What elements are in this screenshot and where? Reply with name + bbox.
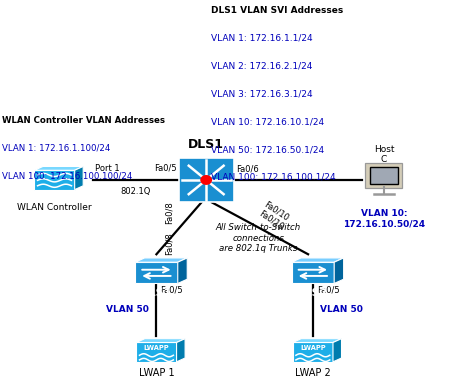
Text: Fa0/10: Fa0/10 xyxy=(263,199,291,223)
Polygon shape xyxy=(75,166,83,190)
Text: Fa0/5: Fa0/5 xyxy=(317,286,339,295)
Text: VLAN 100: 172.16.100.1/24: VLAN 100: 172.16.100.1/24 xyxy=(211,173,336,182)
Text: VLAN 100: 172.16.100.100/24: VLAN 100: 172.16.100.100/24 xyxy=(2,172,133,181)
Text: Port 1: Port 1 xyxy=(95,164,119,173)
Polygon shape xyxy=(333,339,341,362)
Text: Fa0/5: Fa0/5 xyxy=(154,164,177,173)
Text: Fa0/10: Fa0/10 xyxy=(258,209,286,232)
Text: Fa0/6: Fa0/6 xyxy=(236,165,259,174)
Polygon shape xyxy=(178,258,187,283)
Polygon shape xyxy=(292,258,344,262)
Text: VLAN 1: 172.16.1.1/24: VLAN 1: 172.16.1.1/24 xyxy=(211,34,312,43)
Text: LWAP 2: LWAP 2 xyxy=(295,368,331,378)
Text: VLAN 1: 172.16.1.100/24: VLAN 1: 172.16.1.100/24 xyxy=(2,144,111,153)
Polygon shape xyxy=(34,170,75,190)
Text: Host
C: Host C xyxy=(374,145,394,164)
Polygon shape xyxy=(179,158,234,202)
Text: DLS1: DLS1 xyxy=(188,138,224,151)
Text: All Switch-to-Switch
connections
are 802.1q Trunks: All Switch-to-Switch connections are 802… xyxy=(216,223,301,253)
Polygon shape xyxy=(293,339,341,342)
Polygon shape xyxy=(135,262,178,283)
FancyBboxPatch shape xyxy=(365,163,402,188)
Text: VLAN 2: 172.16.2.1/24: VLAN 2: 172.16.2.1/24 xyxy=(211,62,312,70)
Text: DLS1 VLAN SVI Addresses: DLS1 VLAN SVI Addresses xyxy=(211,6,343,15)
Polygon shape xyxy=(293,342,333,362)
Circle shape xyxy=(201,176,211,184)
Polygon shape xyxy=(176,339,185,362)
FancyBboxPatch shape xyxy=(370,167,398,184)
Polygon shape xyxy=(334,258,344,283)
Text: VLAN 50: VLAN 50 xyxy=(107,305,149,314)
Text: ALS1: ALS1 xyxy=(141,288,172,298)
Text: LWAPP: LWAPP xyxy=(144,345,169,351)
Text: ALS2: ALS2 xyxy=(297,288,328,298)
Text: LWAP 1: LWAP 1 xyxy=(138,368,174,378)
Text: VLAN 10:
172.16.10.50/24: VLAN 10: 172.16.10.50/24 xyxy=(343,209,425,228)
Text: Fa0/8: Fa0/8 xyxy=(164,202,173,224)
Polygon shape xyxy=(135,258,187,262)
Polygon shape xyxy=(137,342,176,362)
Text: 802.1Q: 802.1Q xyxy=(120,187,151,196)
Text: WLAN Controller: WLAN Controller xyxy=(17,203,92,212)
Polygon shape xyxy=(137,339,185,342)
Text: Fa0/8: Fa0/8 xyxy=(164,233,173,255)
Text: VLAN 3: 172.16.3.1/24: VLAN 3: 172.16.3.1/24 xyxy=(211,89,312,98)
Text: VLAN 50: VLAN 50 xyxy=(320,305,363,314)
Text: WLAN Controller VLAN Addresses: WLAN Controller VLAN Addresses xyxy=(2,116,165,125)
Polygon shape xyxy=(34,166,83,170)
Text: Fa0/5: Fa0/5 xyxy=(160,286,183,295)
Text: LWAPP: LWAPP xyxy=(300,345,326,351)
Text: VLAN 10: 172.16.10.1/24: VLAN 10: 172.16.10.1/24 xyxy=(211,117,324,126)
Polygon shape xyxy=(292,262,334,283)
Text: VLAN 50: 172.16.50.1/24: VLAN 50: 172.16.50.1/24 xyxy=(211,145,324,154)
